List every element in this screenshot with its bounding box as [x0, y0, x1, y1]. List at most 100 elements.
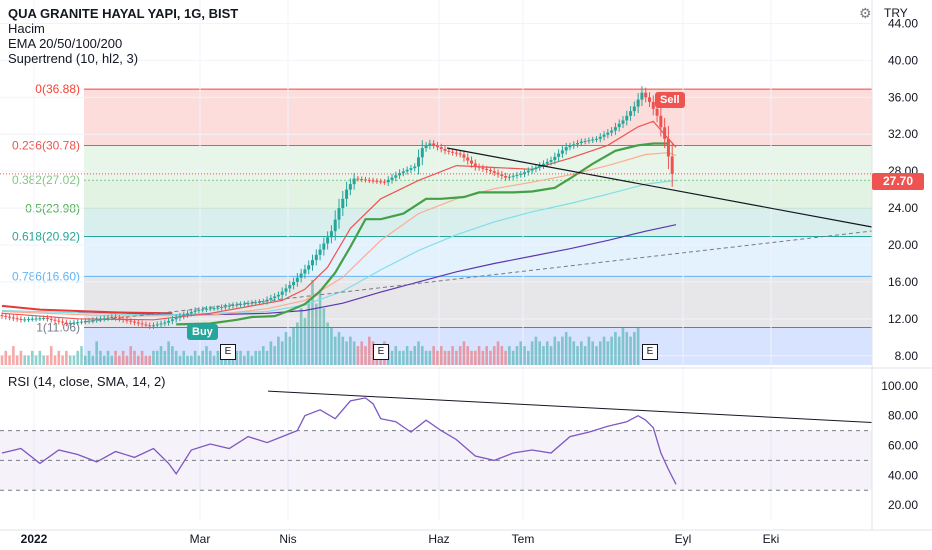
volume-bar — [568, 336, 572, 365]
candle-body — [386, 179, 390, 183]
currency-label: TRY — [884, 6, 908, 20]
volume-bar — [95, 341, 98, 365]
candle-body — [212, 308, 216, 310]
volume-bar — [280, 341, 284, 365]
candle-body — [379, 181, 383, 183]
volume-bar — [606, 341, 610, 365]
volume-bar — [258, 350, 261, 365]
candle-body — [114, 317, 118, 318]
fib-level-label: 0(36.88) — [35, 82, 80, 96]
trend-lines[interactable] — [0, 147, 873, 323]
candle-body — [333, 219, 337, 232]
volume-bar — [19, 350, 23, 365]
price-tick-label: 8.00 — [895, 349, 919, 363]
volume-bar — [148, 355, 151, 365]
volume-bar — [61, 355, 64, 365]
candle-body — [49, 318, 53, 320]
indicator-supertrend[interactable]: Supertrend (10, hl2, 3) — [8, 51, 139, 66]
volume-bar — [235, 350, 239, 365]
candle-body — [273, 296, 277, 299]
candle-body — [64, 322, 68, 324]
volume-bar — [129, 346, 133, 365]
volume-bar — [523, 346, 526, 365]
earnings-marker[interactable]: E — [220, 344, 236, 360]
volume-bar — [155, 350, 159, 365]
volume-bar — [504, 350, 507, 365]
volume-bar — [125, 355, 129, 365]
time-tick-label: Tem — [512, 532, 535, 546]
volume-bar — [602, 336, 606, 365]
candle-body — [72, 322, 76, 324]
candle-body — [636, 99, 640, 107]
candle-body — [545, 161, 549, 164]
candle-body — [417, 157, 421, 167]
candles — [0, 86, 674, 330]
volume-bar — [477, 346, 481, 365]
candle-body — [204, 308, 208, 310]
volume-bar — [451, 346, 454, 365]
candle-body — [110, 317, 114, 318]
volume-bar — [394, 346, 398, 365]
candle-body — [295, 277, 299, 282]
fib-zone — [84, 236, 872, 277]
earnings-marker[interactable]: E — [373, 344, 389, 360]
volume-bar — [0, 355, 4, 365]
volume-bar — [341, 336, 345, 365]
rsi-tick-label: 80.00 — [888, 409, 918, 423]
price-tick-label: 16.00 — [888, 275, 918, 289]
candle-body — [583, 140, 587, 142]
volume-bar — [307, 298, 311, 365]
volume-bar — [80, 346, 83, 365]
fib-zone — [84, 89, 872, 146]
indicator-volume[interactable]: Hacim — [8, 21, 45, 36]
candle-body — [549, 160, 553, 162]
volume-bar — [511, 350, 515, 365]
candle-body — [632, 106, 636, 112]
volume-bar — [27, 355, 30, 365]
rsi-trendline — [267, 390, 873, 423]
fib-level-label: 0.236(30.78) — [12, 138, 80, 152]
volume-bar — [250, 355, 254, 365]
volume-bar — [409, 350, 413, 365]
symbol-title[interactable]: QUA GRANITE HAYAL YAPI, 1G, BIST — [8, 6, 239, 21]
candle-body — [492, 171, 496, 173]
candle-body — [246, 303, 250, 305]
candle-body — [61, 321, 65, 323]
volume-bar — [12, 346, 15, 365]
rsi-legend[interactable]: RSI (14, close, SMA, 14, 2) — [8, 374, 166, 389]
indicator-ema[interactable]: EMA 20/50/100/200 — [8, 36, 123, 51]
candle-body — [254, 302, 258, 304]
candle-body — [587, 140, 591, 142]
candle-body — [322, 243, 326, 250]
settings-icon[interactable]: ⚙ — [859, 5, 872, 21]
volume-bar — [231, 355, 235, 365]
volume-bar — [542, 346, 545, 365]
volume-bar — [137, 355, 140, 365]
ema100-line — [1, 179, 677, 316]
candle-body — [367, 179, 371, 181]
volume-bar — [364, 346, 367, 365]
sell-signal: Sell — [655, 92, 685, 108]
candle-body — [220, 307, 224, 309]
candle-body — [356, 178, 360, 180]
volume-bar — [557, 341, 560, 365]
candle-body — [621, 120, 625, 124]
rsi-tick-label: 40.00 — [888, 468, 918, 482]
volume-bar — [288, 336, 292, 365]
candle-body — [45, 317, 49, 319]
candle-body — [284, 288, 288, 292]
candle-body — [625, 115, 629, 121]
ema200-line — [77, 224, 677, 316]
volume-bar — [174, 350, 178, 365]
volume-bar — [178, 355, 182, 365]
candle-body — [329, 231, 333, 238]
candle-body — [174, 317, 178, 320]
candle-body — [80, 321, 84, 323]
candle-body — [133, 321, 137, 323]
volume-bar — [171, 346, 174, 365]
volume-bar — [598, 341, 602, 365]
earnings-marker[interactable]: E — [642, 344, 658, 360]
candle-body — [280, 291, 284, 295]
candle-body — [201, 309, 205, 311]
